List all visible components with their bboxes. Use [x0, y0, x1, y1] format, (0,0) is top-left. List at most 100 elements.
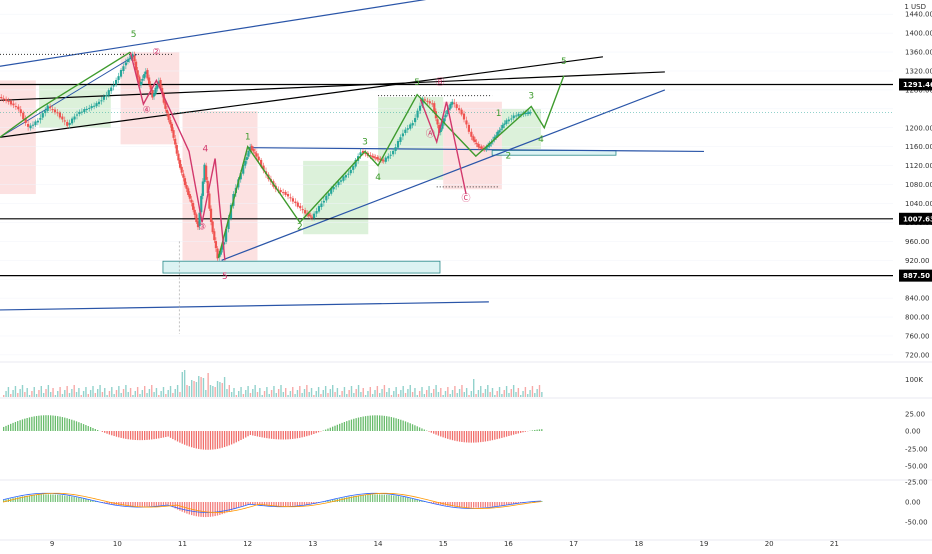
osc-bar [461, 431, 462, 442]
volume-bar [520, 395, 521, 397]
candle-body [10, 101, 12, 105]
osc-bar [48, 415, 49, 431]
osc-bar [480, 431, 481, 442]
volume-bar [513, 385, 514, 397]
volume-bar [59, 387, 60, 397]
osc-bar [123, 431, 124, 438]
osc-bar [57, 416, 58, 431]
candle-body [337, 182, 339, 185]
wave-label: 1 [245, 133, 251, 143]
y-tick-label: 1120.00 [905, 162, 932, 170]
macd-bar [290, 502, 291, 506]
volume-bar [170, 386, 171, 397]
candle-body [195, 214, 197, 222]
osc-bar [348, 420, 349, 431]
candle-body [182, 174, 184, 178]
osc-bar [511, 431, 512, 435]
osc-bar [135, 431, 136, 440]
osc-bar [273, 431, 274, 439]
volume-bar [243, 394, 244, 397]
osc-bar [59, 417, 60, 431]
volume-bar [196, 382, 197, 397]
candle-body [179, 160, 181, 168]
macd-bar [106, 502, 107, 503]
osc-bar [522, 431, 523, 432]
volume-bar [151, 385, 152, 397]
osc-bar [144, 431, 145, 440]
osc-bar [428, 431, 429, 432]
volume-bar [287, 395, 288, 397]
candle-body [445, 115, 447, 118]
price-tag-label: 1232.57 [903, 109, 932, 117]
volume-bar [74, 385, 75, 397]
volume-bar [212, 386, 213, 397]
macd-bar [17, 497, 18, 502]
osc-bar [27, 418, 28, 431]
macd-bar [205, 502, 206, 517]
trendline-5 [0, 302, 489, 310]
macd-bar [236, 502, 237, 508]
osc-bar [266, 431, 267, 438]
volume-bar [149, 389, 150, 397]
osc-bar [219, 431, 220, 448]
macd-bar [407, 498, 408, 502]
osc-bar [445, 431, 446, 438]
candle-body [515, 115, 517, 116]
osc-bar [525, 431, 526, 432]
osc-bar [92, 428, 93, 431]
macd-tick-label: 0.00 [905, 499, 921, 507]
macd-bar [168, 502, 169, 505]
price-tag-label: 1291.46 [903, 81, 932, 89]
candle-body [205, 166, 207, 180]
macd-bar [200, 502, 201, 517]
macd-bar [433, 502, 434, 503]
volume-bar [254, 385, 255, 397]
volume-bar [24, 392, 25, 397]
x-tick-label: 10 [113, 540, 122, 548]
volume-bar [518, 388, 519, 397]
candle-body [108, 90, 110, 95]
x-tick-label: 18 [634, 540, 643, 548]
osc-bar [337, 425, 338, 431]
x-tick-label: 19 [700, 540, 709, 548]
candle-body [76, 115, 78, 116]
osc-bar [356, 418, 357, 431]
macd-bar [370, 494, 371, 502]
wave-label: Ⓐ [426, 128, 435, 139]
candle-body [282, 192, 284, 193]
osc-bar [198, 431, 199, 449]
osc-bar [515, 431, 516, 434]
y-tick-label: 1040.00 [905, 200, 932, 208]
volume-bar [123, 389, 124, 397]
volume-bar [461, 385, 462, 397]
zone-4 [303, 161, 368, 234]
macd-bar [45, 494, 46, 502]
candle-body [397, 141, 399, 148]
candle-body [404, 130, 406, 133]
osc-bar [421, 428, 422, 431]
volume-bar [266, 387, 267, 397]
osc-bar [97, 430, 98, 431]
candle-body [47, 106, 49, 111]
macd-bar [41, 494, 42, 502]
osc-tick-label: -50.00 [905, 463, 928, 471]
candle-body [86, 109, 88, 110]
price-tag-label: 1007.63 [903, 215, 932, 223]
y-tick-label: 840.00 [905, 295, 930, 303]
macd-bar [193, 502, 194, 516]
volume-bar [515, 392, 516, 397]
volume-bar [172, 393, 173, 397]
volume-bar [250, 393, 251, 397]
macd-bar [74, 497, 75, 502]
volume-bar [365, 395, 366, 397]
candle-body [347, 174, 349, 175]
volume-bar [55, 395, 56, 397]
macd-bar [464, 502, 465, 507]
osc-bar [81, 423, 82, 431]
y-tick-label: 720.00 [905, 351, 930, 359]
macd-bar [391, 495, 392, 502]
volume-bar [379, 393, 380, 397]
osc-bar [508, 431, 509, 436]
osc-bar [5, 426, 6, 431]
